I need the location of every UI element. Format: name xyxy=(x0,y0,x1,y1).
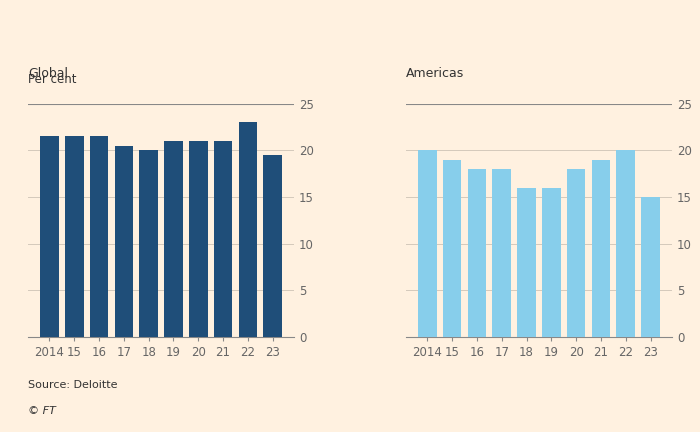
Text: Americas: Americas xyxy=(406,67,464,80)
Bar xyxy=(115,146,133,337)
Bar xyxy=(139,150,158,337)
Text: Per cent: Per cent xyxy=(28,73,76,86)
Bar xyxy=(239,122,257,337)
Bar xyxy=(443,160,461,337)
Bar xyxy=(592,160,610,337)
Bar xyxy=(418,150,437,337)
Bar xyxy=(641,197,660,337)
Bar xyxy=(468,169,486,337)
Bar xyxy=(65,137,83,337)
Bar xyxy=(517,187,536,337)
Bar xyxy=(90,137,108,337)
Bar xyxy=(189,141,208,337)
Bar xyxy=(164,141,183,337)
Text: Global: Global xyxy=(28,67,68,80)
Bar xyxy=(40,137,59,337)
Text: © FT: © FT xyxy=(28,406,56,416)
Bar xyxy=(617,150,635,337)
Bar xyxy=(214,141,232,337)
Bar xyxy=(492,169,511,337)
Bar xyxy=(542,187,561,337)
Bar xyxy=(567,169,585,337)
Bar xyxy=(263,155,282,337)
Text: Source: Deloitte: Source: Deloitte xyxy=(28,380,118,390)
